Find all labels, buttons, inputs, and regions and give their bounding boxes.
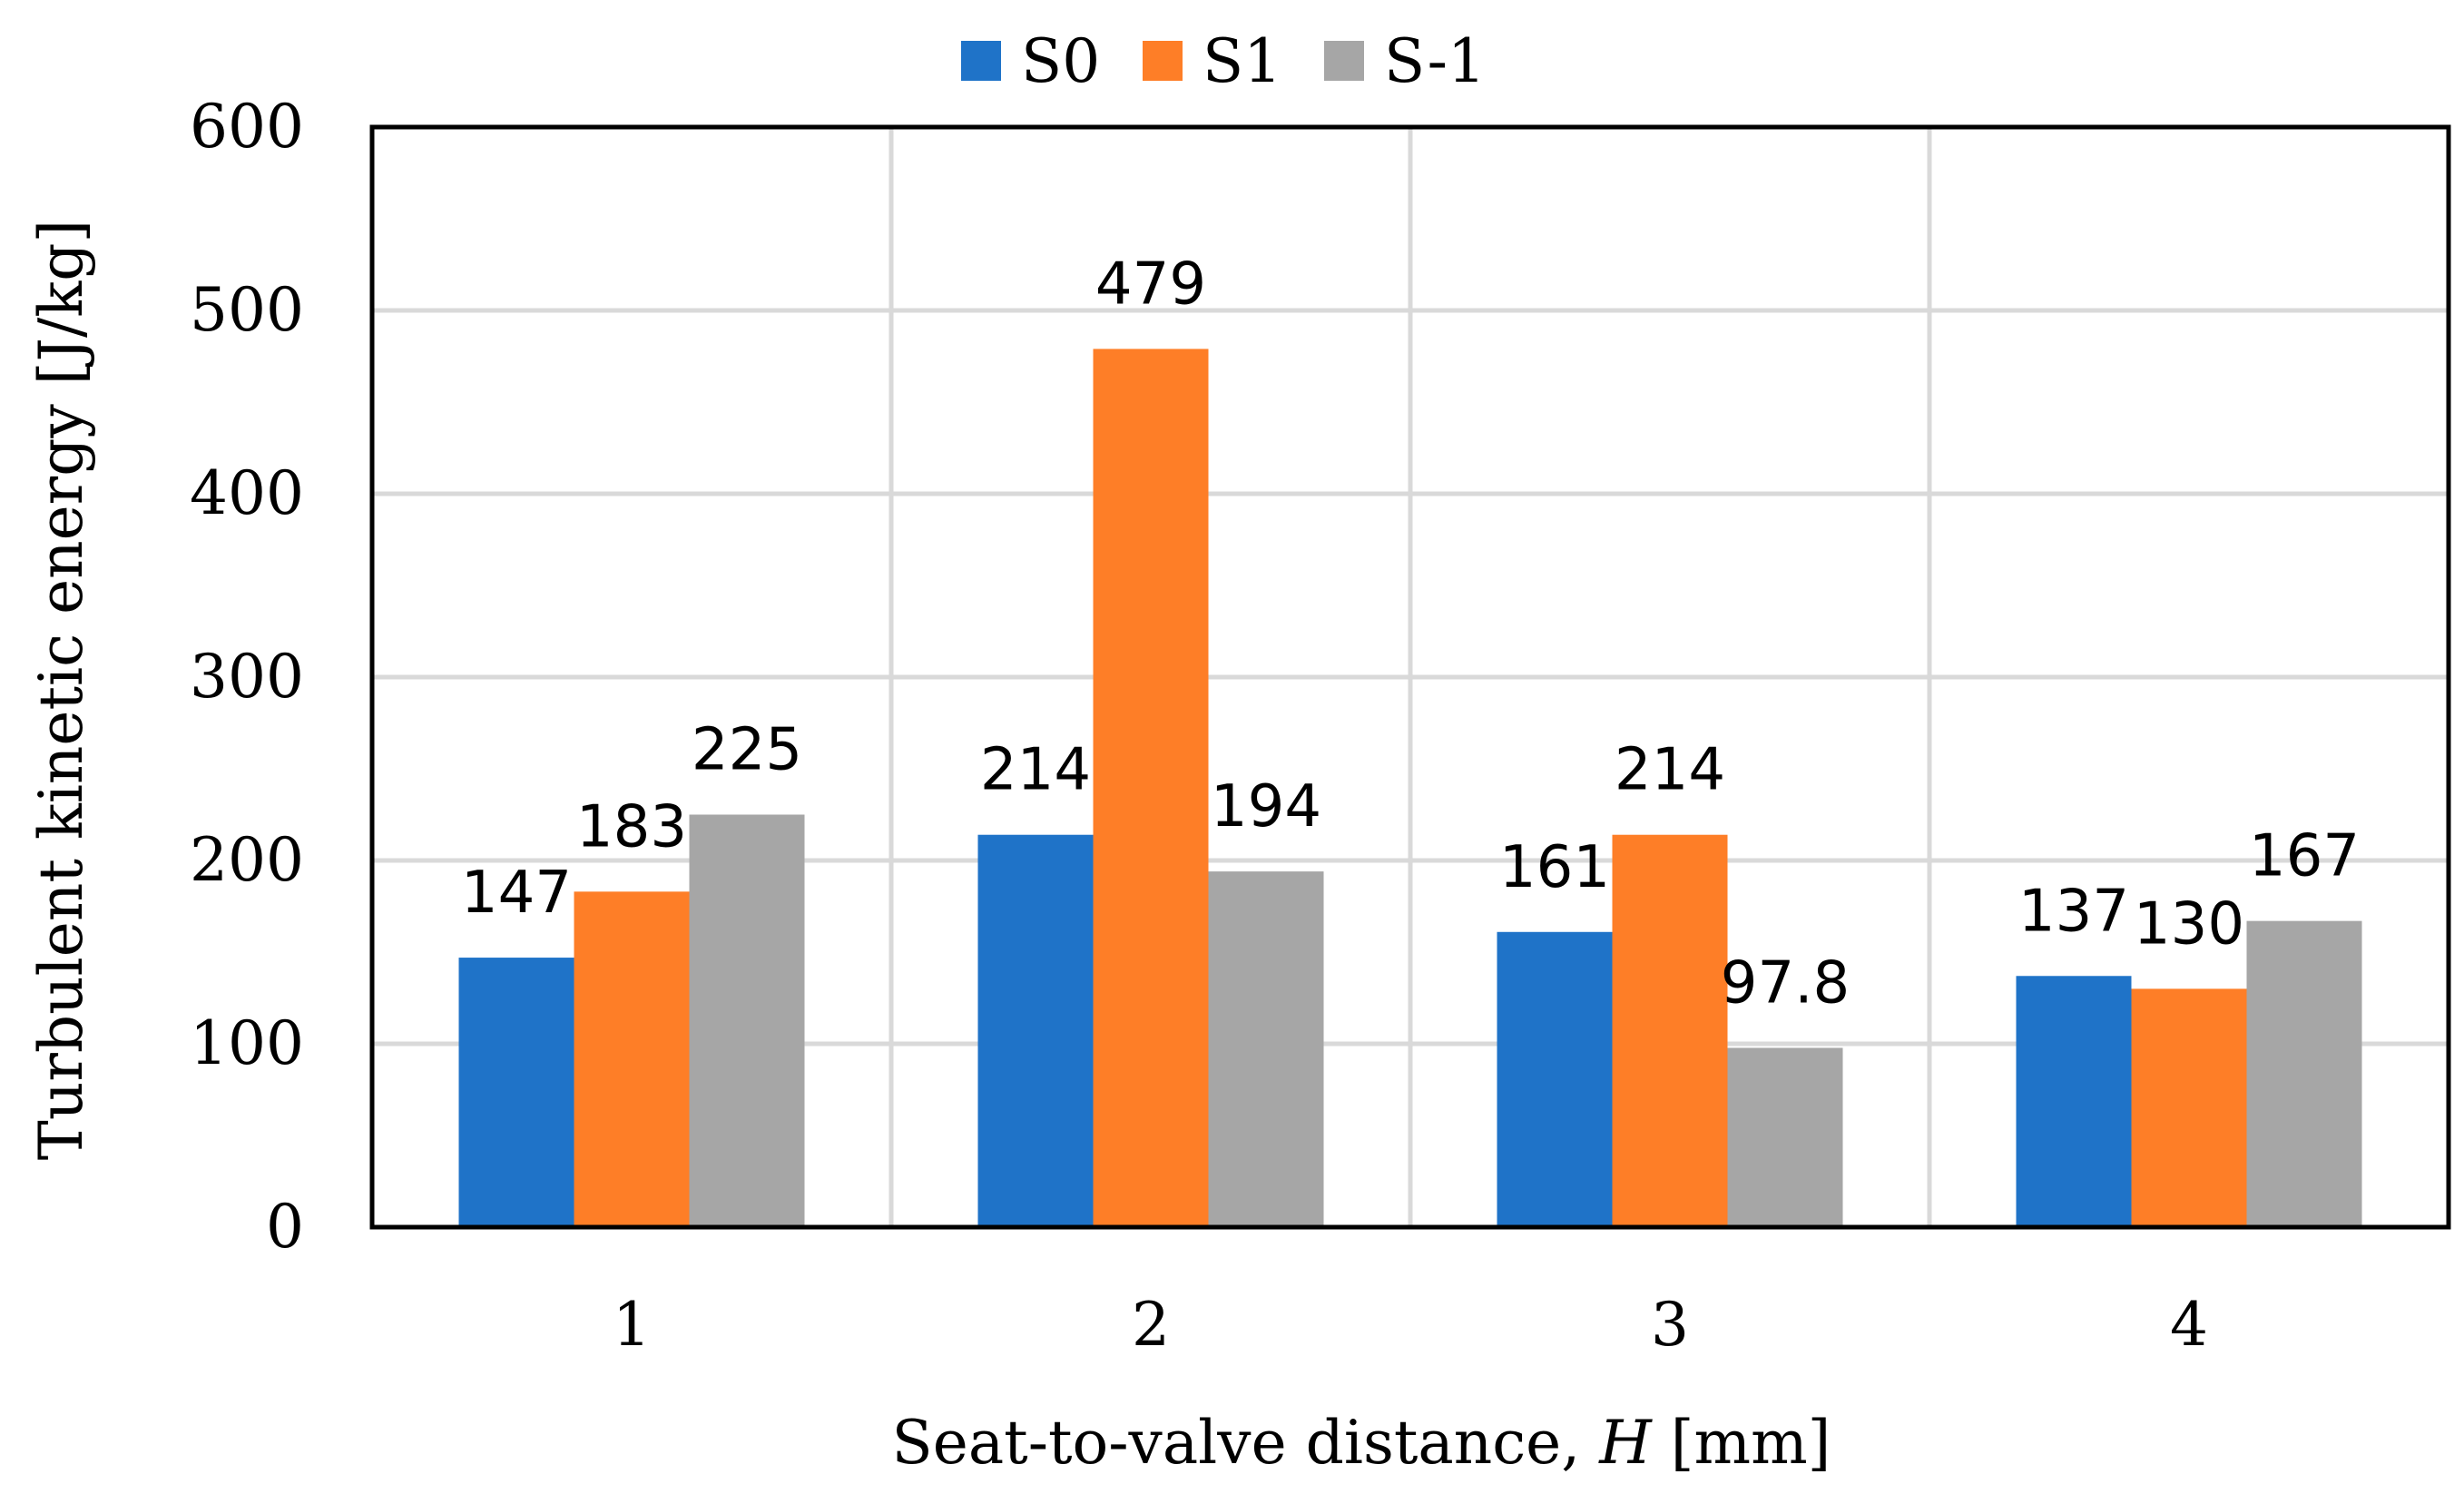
bars	[458, 349, 2362, 1227]
bar-S-1-3	[1727, 1047, 1843, 1227]
bar-S1-1	[574, 891, 690, 1227]
legend-label: S1	[1203, 26, 1281, 96]
x-tick-label: 2	[1132, 1290, 1170, 1360]
legend-item-S-1: S-1	[1324, 26, 1486, 96]
bar-S1-4	[2131, 988, 2247, 1227]
legend-label: S-1	[1384, 26, 1486, 96]
bar-S0-2	[977, 834, 1094, 1227]
data-label: 183	[576, 793, 687, 860]
x-tick-label: 3	[1651, 1290, 1689, 1360]
data-label: 147	[461, 860, 572, 927]
bar-S-1-1	[689, 814, 805, 1227]
y-axis-ticks: 0 100 200 300 400 500 600	[190, 92, 304, 1262]
y-tick-label: 400	[190, 458, 304, 528]
bar-S-1-2	[1208, 871, 1324, 1227]
y-tick-label: 0	[266, 1192, 304, 1262]
plot-area-frame	[369, 124, 2451, 1230]
data-label: 194	[1211, 773, 1321, 840]
x-tick-label: 1	[613, 1290, 651, 1360]
legend-item-S0: S0	[961, 26, 1100, 96]
data-label: 167	[2249, 823, 2360, 890]
x-axis-label-unit: [mm]	[1652, 1408, 1831, 1478]
data-label: 130	[2134, 890, 2244, 958]
data-label: 137	[2018, 878, 2129, 945]
legend-swatch	[1143, 41, 1183, 81]
x-tick-label: 4	[2170, 1290, 2208, 1360]
bar-S-1-4	[2246, 920, 2362, 1227]
bar-S1-3	[1612, 834, 1728, 1227]
bar-S1-2	[1093, 349, 1209, 1227]
y-tick-label: 600	[190, 92, 304, 162]
bar-S0-1	[458, 958, 574, 1227]
y-axis-label: Turbulent kinetic energy [J/kg]	[26, 220, 96, 1160]
data-label: 214	[1615, 737, 1725, 804]
y-tick-label: 200	[190, 825, 304, 895]
x-axis-label: Seat-to-valve distance, H [mm]	[892, 1408, 1831, 1478]
x-axis-label-variable: H	[1598, 1408, 1653, 1478]
y-tick-label: 500	[190, 275, 304, 345]
legend-label: S0	[1021, 26, 1100, 96]
legend-item-S1: S1	[1143, 26, 1281, 96]
legend-swatch	[1324, 41, 1364, 81]
data-label: 161	[1499, 834, 1610, 901]
legend-swatch	[961, 41, 1001, 81]
y-tick-label: 300	[190, 642, 304, 712]
data-label: 479	[1095, 251, 1206, 318]
x-axis-ticks: 1 2 3 4	[613, 1290, 2208, 1360]
data-label: 97.8	[1721, 949, 1850, 1017]
data-label: 214	[980, 737, 1091, 804]
legend: S0 S1 S-1	[961, 26, 1486, 96]
y-tick-label: 100	[190, 1008, 304, 1078]
bar-S0-4	[2016, 976, 2132, 1227]
bar-S0-3	[1497, 931, 1613, 1227]
data-label: 225	[692, 717, 802, 784]
x-axis-label-prefix: Seat-to-valve distance,	[892, 1408, 1600, 1478]
